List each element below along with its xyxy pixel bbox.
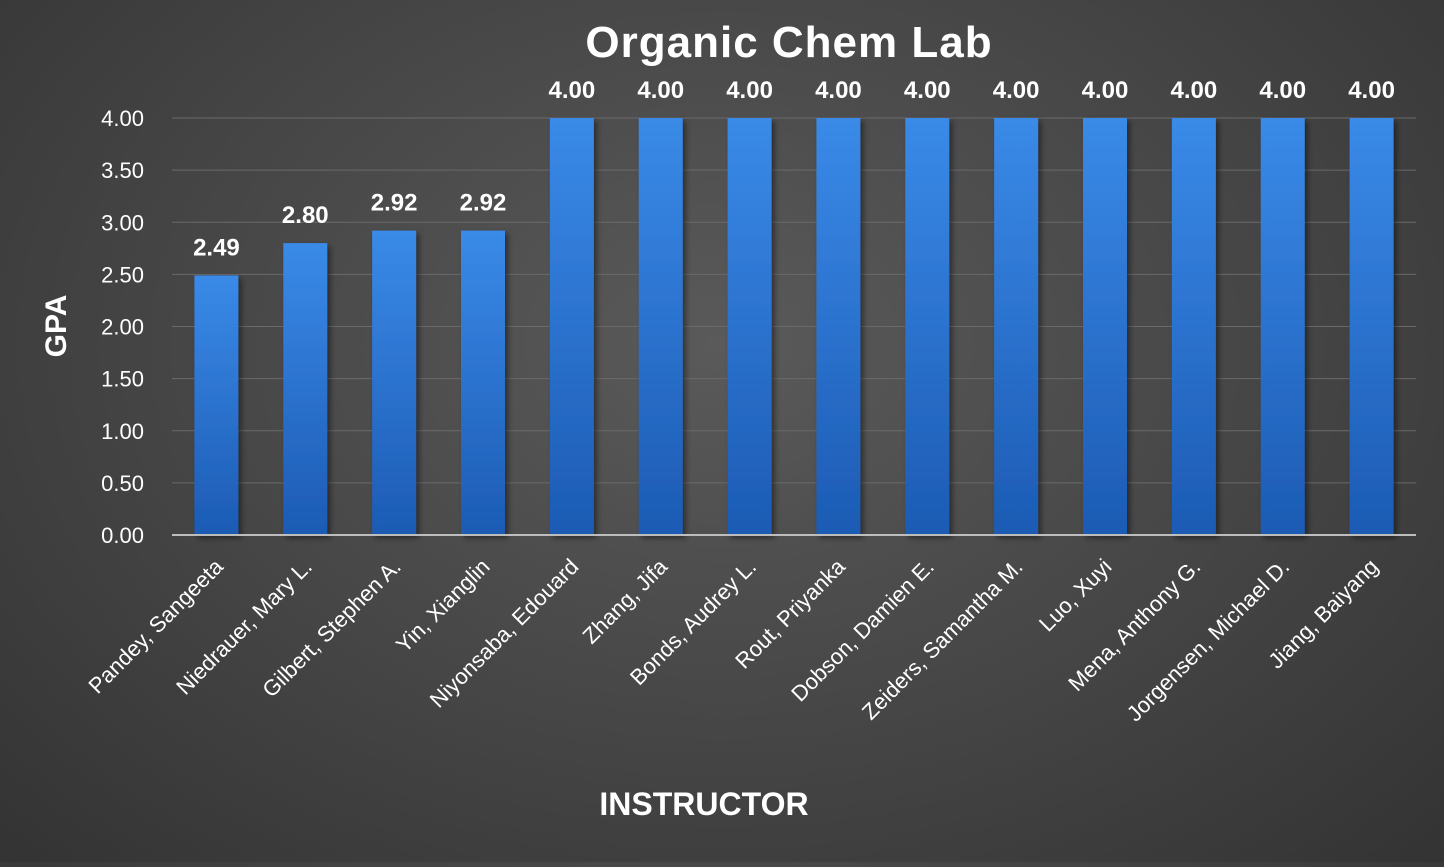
x-tick-label: Zeiders, Samantha M. [857, 554, 1028, 725]
data-label: 2.92 [371, 190, 418, 217]
x-tick-label: Luo, Xuyi [1034, 554, 1117, 637]
y-tick-label: 3.00 [101, 210, 144, 235]
bar [1260, 118, 1305, 535]
x-tick-label: Jorgensen, Michael D. [1122, 554, 1294, 726]
y-tick-label: 3.50 [101, 158, 144, 183]
x-tick-label: Zhang, Jifa [578, 553, 673, 648]
y-tick-label: 0.50 [101, 471, 144, 496]
bar [1083, 118, 1127, 535]
bar [994, 118, 1039, 535]
gridlines [172, 117, 1416, 484]
bar [727, 118, 772, 535]
bars [194, 118, 1394, 535]
bar [372, 230, 417, 535]
y-tick-label: 2.50 [101, 262, 144, 287]
x-axis-label: INSTRUCTOR [599, 786, 808, 822]
y-tick-label: 4.00 [101, 106, 144, 131]
data-label: 2.80 [282, 202, 329, 229]
bar [549, 118, 594, 535]
data-label: 4.00 [1082, 77, 1129, 104]
y-tick-label: 2.00 [101, 315, 144, 340]
bar [1171, 118, 1216, 535]
data-labels: 2.49 2.80 2.92 2.92 4.00 4.00 4.00 4.00 4.00 4.00… [193, 77, 1395, 261]
x-tick-label: Niyonsaba, Edouard [425, 554, 584, 713]
y-tick-label: 1.00 [101, 419, 144, 444]
data-label: 4.00 [993, 77, 1040, 104]
data-label: 4.00 [637, 77, 684, 104]
bar [816, 118, 861, 535]
data-label: 4.00 [1170, 77, 1217, 104]
data-label: 2.92 [460, 190, 507, 217]
data-label: 2.49 [193, 234, 240, 261]
bar [194, 275, 239, 535]
bar [461, 230, 505, 535]
y-axis-ticks: 0.00 0.50 1.00 1.50 2.00 2.50 3.00 3.50 4.00 [101, 106, 144, 548]
bar [638, 118, 683, 535]
data-label: 4.00 [548, 77, 595, 104]
y-tick-label: 1.50 [101, 367, 144, 392]
data-label: 4.00 [1259, 77, 1306, 104]
data-label: 4.00 [815, 77, 862, 104]
y-axis-label: GPA [40, 295, 73, 358]
bar [1349, 118, 1394, 535]
data-label: 4.00 [904, 77, 951, 104]
chart-title: Organic Chem Lab [585, 18, 992, 67]
bar [905, 118, 950, 535]
bar [283, 243, 328, 535]
y-tick-label: 0.00 [101, 523, 144, 548]
data-label: 4.00 [726, 77, 773, 104]
data-label: 4.00 [1348, 77, 1395, 104]
